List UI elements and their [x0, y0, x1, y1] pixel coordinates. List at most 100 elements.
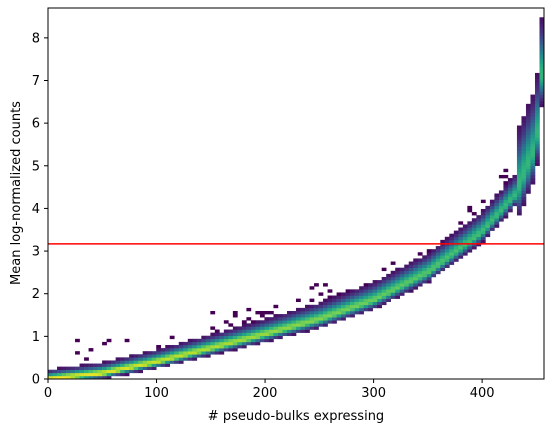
histogram-cell — [174, 357, 180, 361]
histogram-cell — [480, 233, 486, 238]
histogram-cell — [521, 168, 527, 173]
histogram-cell — [223, 335, 229, 340]
histogram-cell — [169, 335, 175, 340]
histogram-cell — [228, 329, 234, 333]
histogram-cell — [512, 199, 518, 204]
histogram-cell — [232, 344, 238, 349]
histogram-cell — [318, 314, 324, 318]
histogram-cell — [282, 323, 288, 327]
histogram-cell — [259, 335, 265, 340]
histogram-cell — [498, 212, 504, 216]
histogram-cell — [174, 348, 180, 352]
histogram-cell — [246, 329, 252, 333]
histogram-cell — [138, 369, 143, 374]
histogram-cell — [314, 304, 319, 309]
histogram-cell — [480, 236, 486, 241]
histogram-cell — [507, 184, 513, 188]
histogram-cell — [147, 363, 153, 367]
histogram-cell — [354, 292, 360, 296]
histogram-cell — [503, 193, 509, 197]
histogram-cell — [525, 122, 531, 126]
histogram-cell — [516, 150, 522, 154]
histogram-cell — [539, 79, 545, 83]
histogram-cell — [228, 332, 234, 337]
histogram-cell — [485, 227, 491, 231]
y-tick-label: 4 — [32, 202, 40, 217]
histogram-cell — [156, 348, 162, 352]
histogram-cell — [354, 289, 360, 293]
histogram-cell — [539, 72, 545, 77]
histogram-cell — [61, 372, 67, 377]
histogram-cell — [534, 137, 540, 142]
histogram-cell — [525, 119, 531, 123]
histogram-cell — [273, 326, 279, 330]
histogram-cell — [516, 199, 522, 204]
histogram-cell — [485, 208, 491, 213]
histogram-cell — [219, 344, 225, 349]
histogram-cell — [521, 171, 527, 176]
histogram-cell — [503, 168, 509, 173]
histogram-cell — [165, 344, 171, 349]
histogram-cell — [516, 196, 522, 200]
histogram-cell — [534, 106, 540, 111]
histogram-cell — [124, 363, 130, 367]
histogram-cell — [489, 227, 495, 231]
histogram-cell — [241, 326, 247, 330]
histogram-cell — [84, 363, 89, 367]
histogram-cell — [530, 171, 536, 176]
histogram-cell — [480, 218, 486, 222]
histogram-cell — [395, 289, 401, 293]
histogram-cell — [530, 150, 536, 154]
histogram-cell — [512, 193, 518, 197]
histogram-cell — [70, 375, 76, 380]
histogram-cell — [498, 190, 504, 194]
histogram-cell — [471, 236, 477, 241]
histogram-cell — [521, 187, 527, 191]
histogram-cell — [368, 304, 373, 309]
histogram-cell — [440, 267, 446, 272]
histogram-cell — [205, 341, 211, 346]
histogram-cell — [300, 323, 306, 327]
histogram-cell — [354, 304, 360, 309]
histogram-cell — [277, 320, 283, 324]
histogram-cell — [521, 140, 527, 145]
histogram-cell — [494, 212, 500, 216]
histogram-cell — [467, 230, 473, 234]
histogram-cell — [534, 144, 540, 148]
histogram-cell — [417, 258, 423, 262]
histogram-cell — [296, 323, 301, 327]
histogram-cell — [431, 261, 437, 265]
histogram-cell — [57, 366, 62, 371]
histogram-cell — [516, 181, 522, 185]
y-tick-label: 2 — [32, 287, 40, 302]
histogram-cell — [489, 221, 495, 225]
histogram-cell — [286, 332, 292, 337]
histogram-cell — [530, 116, 536, 120]
histogram-cell — [345, 307, 351, 312]
histogram-cell — [422, 261, 428, 265]
histogram-cell — [345, 289, 351, 293]
histogram-cell — [534, 91, 540, 95]
histogram-cell — [426, 249, 432, 253]
histogram-cell — [187, 357, 193, 361]
histogram-cell — [341, 317, 346, 321]
histogram-cell — [395, 292, 401, 296]
histogram-cell — [498, 208, 504, 213]
histogram-cell — [480, 199, 486, 204]
histogram-cell — [368, 307, 373, 312]
histogram-cell — [485, 230, 491, 234]
histogram-cell — [494, 218, 500, 222]
histogram-cell — [399, 286, 405, 290]
histogram-cell — [381, 298, 387, 303]
histogram-cell — [399, 273, 405, 278]
histogram-cell — [214, 338, 220, 343]
histogram-cell — [228, 344, 234, 349]
histogram-cell — [467, 242, 473, 247]
histogram-cell — [471, 212, 477, 216]
histogram-cell — [539, 76, 545, 80]
histogram-cell — [489, 205, 495, 210]
histogram-cell — [516, 131, 522, 136]
histogram-cell — [210, 341, 216, 346]
histogram-cell — [530, 165, 536, 170]
histogram-cell — [183, 348, 189, 352]
